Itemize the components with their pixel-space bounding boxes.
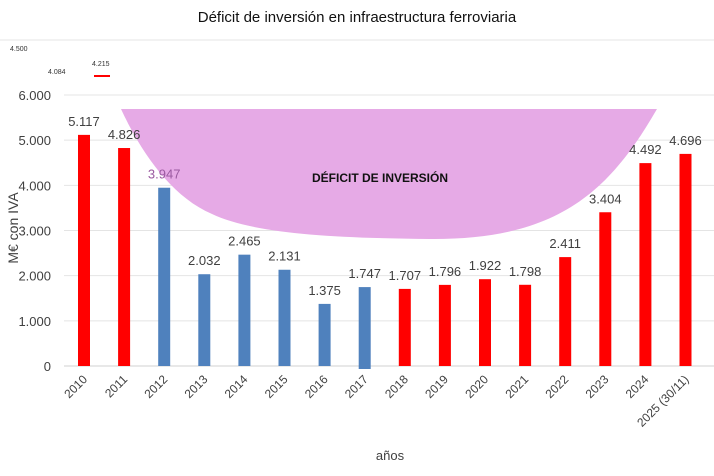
x-tick-label: 2023 bbox=[583, 372, 612, 401]
y-tick-label: 0 bbox=[44, 359, 51, 374]
x-tick-label: 2020 bbox=[462, 372, 491, 401]
bar-2019 bbox=[438, 284, 451, 366]
value-label: 2.465 bbox=[228, 234, 261, 249]
value-label: 1.796 bbox=[429, 264, 462, 279]
value-label: 1.375 bbox=[308, 283, 341, 298]
x-tick-label: 2021 bbox=[502, 372, 531, 401]
value-label: 1.922 bbox=[469, 258, 502, 273]
bar-2024 bbox=[639, 163, 652, 366]
bar-2012 bbox=[158, 187, 171, 366]
value-labels: 5.117 4.826 3.947 2.032 2.465 2.131 1.375 1.747… bbox=[68, 114, 702, 298]
value-label: 4.492 bbox=[629, 142, 662, 157]
x-tick-label: 2011 bbox=[102, 372, 130, 400]
bar-2020 bbox=[479, 279, 491, 366]
x-tick-label: 2010 bbox=[61, 372, 90, 401]
x-tick-label: 2013 bbox=[182, 372, 211, 401]
y-axis-label: M€ con IVA bbox=[5, 192, 21, 264]
y-tick-label: 6.000 bbox=[18, 88, 51, 103]
bar-2016 bbox=[318, 303, 331, 366]
x-tick-label: 2016 bbox=[302, 372, 331, 401]
y-tick-label: 5.000 bbox=[18, 133, 51, 148]
bar-2014 bbox=[238, 254, 251, 366]
value-label: 1.707 bbox=[389, 268, 422, 283]
bars bbox=[78, 134, 692, 369]
value-label: 3.404 bbox=[589, 191, 622, 206]
bar-2023 bbox=[599, 212, 612, 366]
bar-2018 bbox=[398, 288, 411, 366]
x-tick-label: 2014 bbox=[222, 372, 251, 401]
y-tick-label: 4.000 bbox=[18, 178, 51, 193]
value-label: 3.947 bbox=[148, 167, 181, 182]
x-tick-label: 2017 bbox=[342, 372, 371, 401]
bar-2017 bbox=[358, 287, 371, 369]
x-tick-label: 2019 bbox=[422, 372, 451, 401]
value-label: 4.826 bbox=[108, 127, 141, 142]
value-label: 4.696 bbox=[669, 133, 702, 148]
value-label: 5.117 bbox=[68, 114, 100, 129]
chart-title: Déficit de inversión en infraestructura … bbox=[197, 9, 517, 26]
value-label: 1.747 bbox=[348, 266, 381, 281]
x-axis-tick-labels: 2010 2011 2012 2013 2014 2015 2016 2017 2018 2019… bbox=[61, 372, 691, 430]
bar-2021 bbox=[519, 284, 532, 366]
x-tick-label: 2012 bbox=[142, 372, 171, 401]
bar-2013 bbox=[198, 274, 211, 366]
value-label: 2.131 bbox=[268, 249, 301, 264]
bar-2015 bbox=[278, 269, 291, 366]
stray-label-right: 4.215 bbox=[92, 61, 110, 68]
deficit-area bbox=[121, 109, 657, 240]
bar-2025 (30/11) bbox=[679, 153, 692, 366]
bar-2010 bbox=[78, 134, 90, 366]
y-tick-label: 1.000 bbox=[18, 314, 51, 329]
value-label: 2.411 bbox=[549, 236, 581, 251]
bar-2022 bbox=[559, 257, 572, 366]
bar-2011 bbox=[118, 148, 131, 366]
value-label: 2.032 bbox=[188, 253, 221, 268]
x-tick-label: 2024 bbox=[623, 372, 652, 401]
value-label: 1.798 bbox=[509, 264, 542, 279]
stray-label-cut: 4.084 bbox=[48, 69, 66, 74]
x-tick-label: 2018 bbox=[382, 372, 411, 401]
stray-label-left: 4.500 bbox=[10, 46, 28, 53]
x-axis-label: años bbox=[376, 448, 405, 463]
x-tick-label: 2015 bbox=[262, 372, 291, 401]
y-tick-label: 3.000 bbox=[18, 224, 51, 239]
y-axis-tick-labels: 0 1.000 2.000 3.000 4.000 5.000 6.000 bbox=[18, 88, 51, 374]
deficit-annotation: DÉFICIT DE INVERSIÓN bbox=[312, 170, 448, 185]
x-tick-label: 2022 bbox=[543, 372, 572, 401]
y-tick-label: 2.000 bbox=[18, 269, 51, 284]
